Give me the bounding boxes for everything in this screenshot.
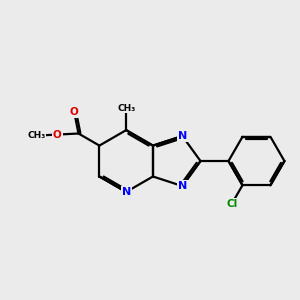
Text: CH₃: CH₃ — [117, 103, 135, 112]
Text: N: N — [178, 131, 187, 141]
Text: N: N — [178, 181, 187, 191]
Text: O: O — [70, 107, 79, 117]
Text: N: N — [122, 187, 131, 197]
Text: CH₃: CH₃ — [27, 131, 45, 140]
Text: Cl: Cl — [226, 199, 238, 208]
Text: O: O — [53, 130, 62, 140]
